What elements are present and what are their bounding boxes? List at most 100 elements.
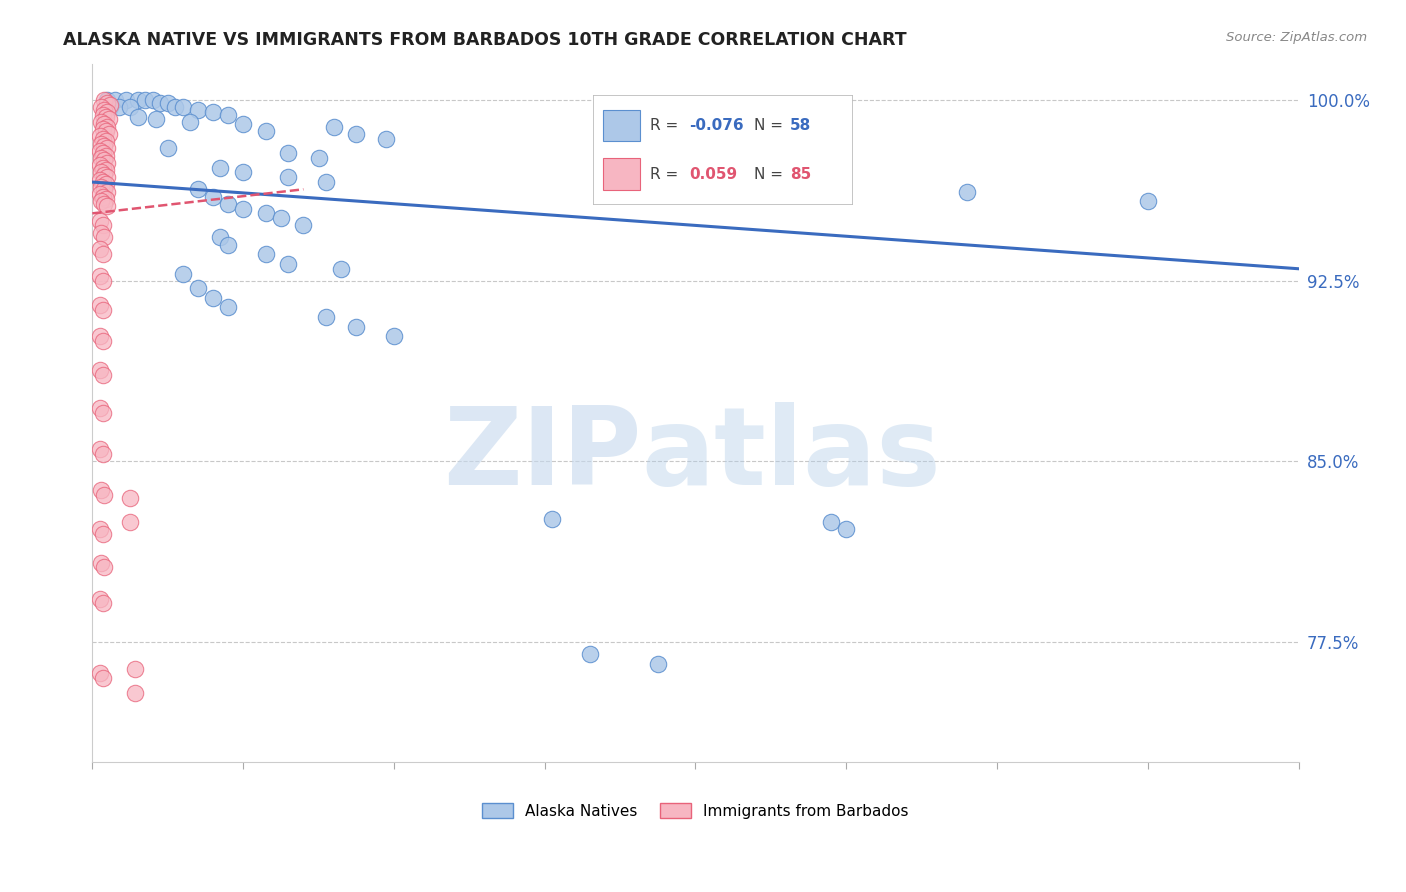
- Point: [89, 243, 111, 257]
- Point: [90, 136, 112, 151]
- Point: [217, 300, 239, 314]
- Point: [647, 657, 669, 671]
- Point: [820, 515, 842, 529]
- Point: [90, 483, 112, 498]
- Point: [89, 363, 111, 377]
- Point: [91, 122, 114, 136]
- Point: [118, 491, 141, 505]
- Point: [90, 100, 112, 114]
- Point: [90, 556, 112, 570]
- Point: [707, 163, 730, 178]
- Point: [91, 597, 114, 611]
- Point: [89, 158, 111, 172]
- Point: [89, 213, 111, 227]
- Point: [89, 144, 111, 158]
- Point: [187, 281, 209, 295]
- Point: [209, 230, 232, 244]
- Point: [96, 105, 118, 120]
- Point: [91, 334, 114, 348]
- Point: [90, 165, 112, 179]
- Point: [579, 647, 602, 661]
- Text: ALASKA NATIVE VS IMMIGRANTS FROM BARBADOS 10TH GRADE CORRELATION CHART: ALASKA NATIVE VS IMMIGRANTS FROM BARBADO…: [63, 31, 907, 49]
- Point: [820, 170, 842, 185]
- Point: [93, 139, 115, 153]
- Point: [124, 685, 146, 699]
- Point: [382, 329, 405, 343]
- Point: [96, 170, 118, 185]
- Point: [93, 560, 115, 574]
- Point: [96, 120, 118, 134]
- Point: [97, 127, 120, 141]
- Point: [118, 515, 141, 529]
- Point: [100, 100, 122, 114]
- Point: [108, 100, 131, 114]
- Point: [187, 103, 209, 117]
- Point: [93, 230, 115, 244]
- Point: [142, 93, 165, 107]
- Point: [89, 442, 111, 457]
- Point: [93, 196, 115, 211]
- Point: [97, 112, 120, 127]
- Point: [90, 115, 112, 129]
- Point: [172, 100, 194, 114]
- Point: [277, 257, 299, 271]
- Point: [209, 161, 232, 175]
- Point: [165, 100, 187, 114]
- Point: [93, 168, 115, 182]
- Point: [96, 93, 118, 107]
- Point: [835, 522, 858, 536]
- Point: [94, 178, 117, 192]
- Point: [93, 93, 115, 107]
- Point: [93, 117, 115, 131]
- Point: [315, 310, 337, 324]
- Point: [90, 226, 112, 240]
- Point: [91, 302, 114, 317]
- Point: [156, 141, 179, 155]
- Point: [89, 591, 111, 606]
- Legend: Alaska Natives, Immigrants from Barbados: Alaska Natives, Immigrants from Barbados: [477, 797, 915, 824]
- Point: [90, 180, 112, 194]
- Point: [322, 120, 344, 134]
- Point: [93, 182, 115, 196]
- Point: [149, 95, 172, 110]
- Point: [91, 132, 114, 146]
- Point: [89, 187, 111, 202]
- Point: [134, 93, 156, 107]
- Point: [187, 182, 209, 196]
- Point: [118, 100, 141, 114]
- Point: [93, 153, 115, 168]
- Point: [541, 512, 564, 526]
- Point: [96, 141, 118, 155]
- Point: [127, 93, 149, 107]
- Point: [90, 151, 112, 165]
- Point: [308, 151, 330, 165]
- Point: [217, 196, 239, 211]
- Point: [217, 237, 239, 252]
- Point: [201, 105, 224, 120]
- Point: [232, 202, 254, 216]
- Point: [344, 319, 367, 334]
- Point: [232, 117, 254, 131]
- Text: Source: ZipAtlas.com: Source: ZipAtlas.com: [1226, 31, 1367, 45]
- Point: [91, 146, 114, 161]
- Point: [89, 666, 111, 681]
- Point: [91, 175, 114, 189]
- Point: [94, 110, 117, 124]
- Point: [254, 206, 277, 220]
- Point: [94, 134, 117, 148]
- Point: [89, 298, 111, 312]
- Point: [1136, 194, 1159, 209]
- Point: [217, 108, 239, 122]
- Point: [127, 110, 149, 124]
- Point: [96, 95, 118, 110]
- Point: [956, 185, 979, 199]
- Point: [94, 124, 117, 138]
- Point: [94, 192, 117, 206]
- Point: [330, 261, 353, 276]
- Point: [91, 219, 114, 233]
- Point: [89, 129, 111, 144]
- Point: [96, 156, 118, 170]
- Point: [676, 144, 699, 158]
- Point: [114, 93, 136, 107]
- Point: [94, 163, 117, 178]
